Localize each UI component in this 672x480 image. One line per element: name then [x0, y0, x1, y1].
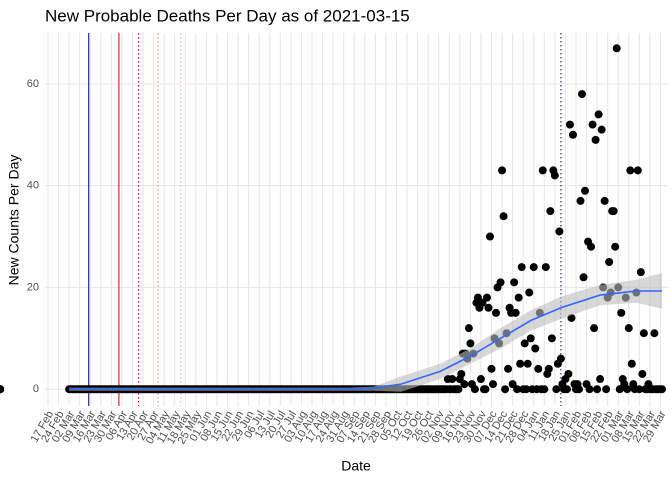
- data-point: [538, 166, 547, 175]
- data-point: [624, 324, 633, 333]
- data-point: [657, 385, 666, 394]
- data-point: [510, 278, 519, 287]
- data-point: [482, 293, 491, 302]
- data-point: [636, 268, 645, 277]
- data-point: [605, 257, 614, 266]
- data-point: [594, 110, 603, 119]
- data-point: [476, 375, 485, 384]
- data-point: [481, 385, 490, 394]
- data-point: [587, 242, 596, 251]
- data-point: [623, 385, 632, 394]
- data-point: [579, 273, 588, 282]
- data-point: [585, 385, 594, 394]
- data-point: [484, 303, 493, 312]
- data-point: [596, 375, 605, 384]
- data-point: [575, 385, 583, 394]
- data-point: [552, 385, 561, 394]
- data-point: [529, 263, 538, 272]
- data-point: [525, 288, 534, 297]
- data-point: [526, 334, 535, 343]
- data-point: [576, 196, 585, 205]
- data-point: [633, 166, 642, 175]
- y-tick-label: 0: [33, 383, 39, 395]
- data-point: [556, 354, 565, 363]
- data-point: [460, 380, 469, 389]
- data-point: [457, 369, 466, 378]
- data-point: [568, 130, 577, 139]
- x-axis-label: Date: [341, 458, 371, 474]
- data-point: [600, 196, 609, 205]
- data-point: [638, 369, 647, 378]
- data-point: [498, 166, 507, 175]
- data-point: [540, 385, 549, 394]
- data-point: [523, 359, 532, 368]
- data-point: [504, 364, 513, 373]
- y-axis-label: New Counts Per Day: [6, 155, 22, 286]
- y-tick-label: 40: [27, 180, 39, 192]
- data-point: [454, 385, 463, 394]
- data-point: [550, 171, 559, 180]
- data-point: [514, 293, 523, 302]
- data-point: [547, 334, 556, 343]
- data-point: [564, 369, 573, 378]
- data-point: [466, 339, 475, 348]
- data-point: [522, 385, 531, 394]
- data-point: [496, 278, 505, 287]
- data-point: [562, 385, 571, 394]
- smooth-line: [69, 290, 662, 391]
- data-point: [602, 385, 611, 394]
- confidence-band: [69, 273, 662, 392]
- data-point: [639, 329, 648, 338]
- y-tick-label: 60: [27, 78, 39, 90]
- data-point: [650, 329, 659, 338]
- data-point: [448, 375, 457, 384]
- data-point: [499, 212, 508, 221]
- data-point: [617, 308, 626, 317]
- data-point: [609, 207, 618, 216]
- data-point: [578, 90, 587, 99]
- data-point: [565, 120, 574, 129]
- data-point: [511, 308, 520, 317]
- data-point: [534, 364, 543, 373]
- data-point: [520, 339, 529, 348]
- data-point: [513, 385, 522, 394]
- data-point: [489, 380, 498, 389]
- data-point: [590, 324, 599, 333]
- data-point: [470, 385, 479, 394]
- data-point: [635, 385, 644, 394]
- data-point: [541, 263, 550, 272]
- data-point: [0, 385, 4, 394]
- data-point: [591, 135, 600, 144]
- data-point: [487, 364, 496, 373]
- data-point: [546, 207, 555, 216]
- data-point: [486, 232, 494, 241]
- data-point: [501, 385, 510, 394]
- data-point: [492, 308, 501, 317]
- chart-title: New Probable Deaths Per Day as of 2021-0…: [45, 6, 410, 25]
- data-point: [627, 359, 636, 368]
- data-point: [516, 359, 525, 368]
- data-point: [597, 125, 606, 134]
- data-point: [544, 364, 553, 373]
- data-point: [611, 242, 620, 251]
- data-point: [626, 166, 635, 175]
- data-point: [517, 263, 526, 272]
- data-point: [555, 227, 564, 236]
- data-point: [588, 120, 597, 129]
- data-point: [593, 385, 602, 394]
- y-tick-label: 20: [27, 281, 39, 293]
- data-point: [581, 186, 590, 195]
- data-point: [464, 324, 473, 333]
- data-point: [531, 344, 540, 353]
- data-point: [612, 44, 621, 53]
